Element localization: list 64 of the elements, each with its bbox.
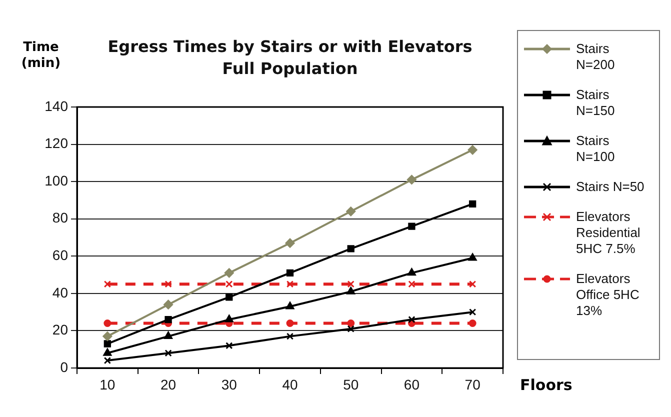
- x-tick-label: 60: [404, 376, 420, 392]
- point: [468, 320, 476, 328]
- point: [104, 356, 112, 364]
- y-axis-title: Time (min): [20, 40, 62, 72]
- legend-label: Stairs N=200: [576, 41, 616, 73]
- point: [104, 280, 112, 288]
- point: [468, 145, 478, 155]
- point: [408, 316, 416, 324]
- x-tick-label: 50: [343, 376, 359, 392]
- y-tick-label: 20: [52, 322, 68, 338]
- point: [347, 325, 354, 332]
- legend-label: Stairs N=50: [576, 179, 646, 195]
- point: [408, 268, 416, 276]
- point: [347, 280, 354, 288]
- point: [164, 316, 172, 324]
- chart-title: Egress Times by Stairs or with Elevators: [106, 36, 474, 58]
- legend-label: Stairs N=100: [576, 133, 616, 165]
- point: [226, 342, 233, 350]
- y-tick-label: 80: [52, 210, 68, 226]
- legend-label: Elevators Residential 5HC 7.5%: [576, 209, 642, 257]
- x-tick-label: 70: [464, 376, 481, 392]
- point: [285, 238, 295, 248]
- point: [164, 300, 174, 310]
- point: [226, 294, 233, 301]
- point: [104, 340, 112, 348]
- chart-subtitle: Full Population: [221, 58, 359, 80]
- point: [164, 350, 172, 357]
- point: [286, 302, 294, 310]
- point: [346, 286, 356, 294]
- x-tick-label: 10: [100, 376, 116, 392]
- point: [468, 200, 476, 208]
- point: [286, 280, 294, 288]
- x-axis-title: Floors: [520, 376, 572, 394]
- point: [406, 174, 416, 184]
- y-tick-label: 140: [44, 98, 68, 114]
- y-tick-label: 40: [52, 284, 68, 300]
- point: [164, 332, 172, 340]
- point: [286, 320, 294, 328]
- x-tick-label: 40: [282, 376, 298, 392]
- point: [164, 280, 172, 288]
- point: [468, 253, 477, 261]
- point: [224, 268, 234, 278]
- point: [103, 348, 112, 356]
- y-tick-label: 0: [60, 358, 68, 375]
- point: [286, 332, 294, 340]
- x-tick-label: 20: [160, 376, 176, 392]
- point: [346, 206, 356, 216]
- point: [347, 245, 354, 252]
- legend-label: Stairs N=150: [576, 87, 616, 119]
- y-tick-label: 100: [44, 172, 68, 188]
- x-tick-label: 30: [221, 376, 238, 392]
- point: [104, 320, 112, 328]
- point: [408, 280, 416, 288]
- y-tick-label: 60: [52, 247, 68, 263]
- point: [226, 280, 233, 288]
- point: [468, 280, 476, 288]
- point: [408, 222, 416, 230]
- y-tick-label: 120: [44, 135, 68, 152]
- point: [347, 320, 355, 328]
- point: [468, 308, 476, 316]
- point: [102, 332, 112, 342]
- point: [224, 314, 234, 322]
- legend-label: Elevators Office 5HC 13%: [576, 271, 640, 319]
- point: [286, 269, 294, 276]
